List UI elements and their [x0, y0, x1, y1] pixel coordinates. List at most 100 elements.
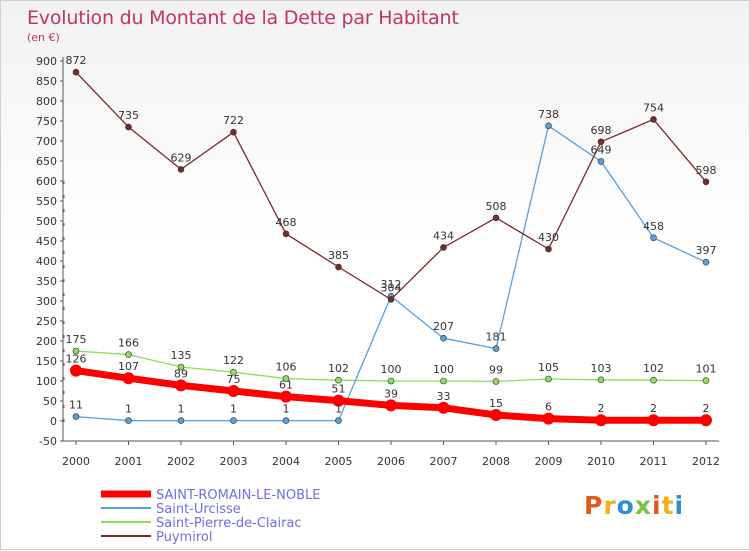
x-tick-label: 2011 — [640, 455, 668, 468]
data-label: 105 — [538, 361, 559, 374]
data-label: 629 — [171, 151, 192, 164]
data-label: 2 — [703, 402, 710, 415]
data-point — [282, 230, 290, 238]
data-label: 458 — [643, 220, 664, 233]
data-point — [595, 414, 607, 427]
series-line — [75, 71, 707, 301]
x-tick-label: 2001 — [115, 455, 143, 468]
data-label: 1 — [283, 403, 290, 416]
data-label: 2 — [598, 402, 605, 415]
data-label: 33 — [437, 390, 451, 403]
x-tick-label: 2003 — [220, 455, 248, 468]
data-label: 6 — [545, 401, 552, 414]
data-label: 468 — [276, 216, 297, 229]
data-point — [125, 417, 132, 424]
data-label: 11 — [69, 399, 83, 412]
data-label: 126 — [66, 353, 87, 366]
data-point — [230, 128, 237, 136]
data-point — [387, 296, 395, 303]
x-tick-label: 2000 — [62, 455, 90, 468]
data-label: 722 — [223, 114, 244, 127]
data-point — [492, 214, 500, 222]
data-point — [72, 347, 80, 355]
data-label: 101 — [696, 363, 717, 376]
x-tick-label: 2010 — [587, 455, 615, 468]
x-tick-label: 2009 — [535, 455, 563, 468]
data-label: 735 — [118, 109, 139, 122]
x-tick-label: 2004 — [272, 455, 300, 468]
data-point — [440, 377, 447, 385]
y-tick-label: 700 — [36, 135, 57, 148]
data-point — [177, 363, 185, 371]
y-tick-label: 300 — [36, 295, 57, 308]
data-label: 99 — [489, 363, 503, 376]
data-label: 430 — [538, 231, 559, 244]
data-point — [490, 409, 502, 421]
legend-label: SAINT-ROMAIN-LE-NOBLE — [156, 488, 321, 503]
data-label: 106 — [276, 361, 297, 374]
y-tick-label: 150 — [36, 355, 57, 368]
data-label: 649 — [591, 143, 612, 156]
data-point — [72, 68, 80, 76]
data-point — [492, 378, 500, 385]
data-label: 304 — [381, 281, 402, 294]
data-label: 181 — [486, 331, 507, 344]
legend-label: Saint-Pierre-de-Clairac — [156, 516, 302, 531]
data-label: 312 — [381, 278, 402, 291]
data-label: 103 — [591, 362, 612, 375]
proxiti-logo: Proxiti — [584, 491, 684, 520]
x-tick-label: 2005 — [325, 455, 353, 468]
chart-title: Evolution du Montant de la Dette par Hab… — [27, 7, 459, 29]
data-label: 135 — [171, 349, 192, 362]
data-point — [335, 263, 342, 271]
y-tick-label: 400 — [36, 255, 57, 268]
y-tick-label: -50 — [39, 435, 57, 448]
data-point — [650, 234, 657, 242]
y-tick-label: 800 — [36, 95, 57, 108]
data-point — [122, 372, 135, 385]
y-tick-label: 650 — [36, 155, 57, 168]
data-point — [125, 123, 132, 131]
data-point — [280, 390, 292, 403]
data-point — [282, 417, 290, 424]
y-tick-label: 50 — [43, 395, 57, 408]
data-point — [72, 413, 80, 420]
data-point — [702, 258, 710, 266]
legend-label: Saint-Urcisse — [156, 502, 241, 517]
data-point — [125, 351, 132, 358]
data-label: 1 — [230, 403, 237, 416]
data-label: 598 — [696, 164, 717, 177]
data-label: 1 — [178, 403, 185, 416]
data-label: 166 — [118, 337, 139, 350]
data-label: 207 — [433, 320, 454, 333]
legend-label: Puymirol — [156, 530, 212, 545]
logo-letter: t — [661, 491, 675, 520]
x-tick-label: 2007 — [430, 455, 458, 468]
data-label: 385 — [328, 249, 349, 262]
data-label: 1 — [125, 403, 132, 416]
y-tick-label: 550 — [36, 195, 57, 208]
data-label: 872 — [66, 54, 87, 67]
data-label: 100 — [433, 363, 454, 376]
data-point — [227, 385, 240, 397]
data-point — [332, 394, 345, 407]
logo-letter: r — [603, 491, 617, 520]
data-label: 175 — [66, 333, 87, 346]
data-label: 51 — [332, 383, 346, 396]
data-point — [175, 379, 187, 392]
data-label: 508 — [486, 200, 507, 213]
data-label: 2 — [650, 402, 657, 415]
data-point — [335, 417, 342, 424]
data-label: 397 — [696, 244, 717, 257]
data-label: 15 — [489, 397, 503, 410]
data-point — [335, 376, 342, 384]
data-label: 107 — [118, 360, 139, 373]
data-point — [545, 375, 552, 383]
logo-letter: i — [674, 491, 685, 520]
logo-letter: o — [616, 491, 635, 520]
data-point — [647, 414, 660, 427]
data-point — [702, 178, 710, 186]
data-label: 39 — [384, 387, 398, 400]
data-point — [545, 245, 552, 253]
